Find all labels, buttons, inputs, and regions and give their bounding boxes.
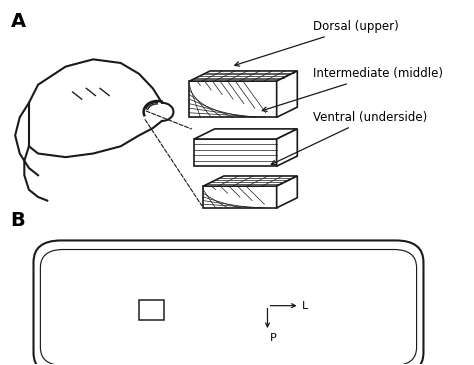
Text: P: P [270, 333, 277, 343]
FancyBboxPatch shape [34, 241, 423, 365]
Polygon shape [277, 176, 297, 208]
Polygon shape [190, 71, 297, 81]
Text: L: L [302, 301, 308, 311]
Text: A: A [10, 12, 26, 31]
Polygon shape [194, 129, 297, 139]
Polygon shape [190, 81, 277, 117]
Polygon shape [203, 176, 297, 186]
Text: B: B [10, 211, 25, 230]
Polygon shape [277, 71, 297, 117]
Text: Dorsal (upper): Dorsal (upper) [235, 20, 399, 66]
Text: Intermediate (middle): Intermediate (middle) [262, 67, 443, 111]
Polygon shape [194, 139, 277, 166]
Text: Ventral (underside): Ventral (underside) [271, 111, 428, 165]
Polygon shape [203, 186, 277, 208]
Polygon shape [277, 129, 297, 166]
